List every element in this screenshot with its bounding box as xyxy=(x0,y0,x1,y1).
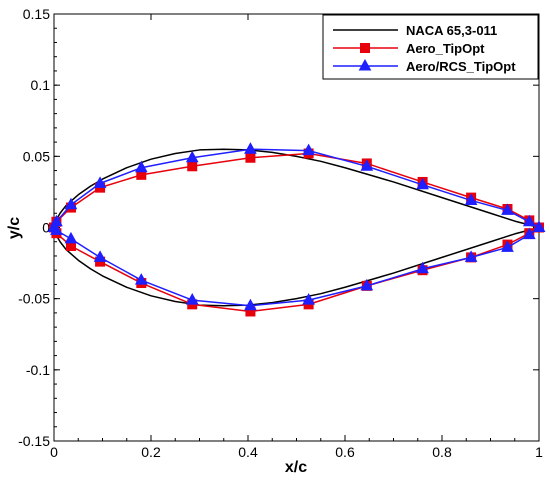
legend-item: Aero/RCS_TipOpt xyxy=(333,58,516,74)
plot-area xyxy=(53,13,540,442)
legend-item: NACA 65,3-011 xyxy=(333,23,497,38)
y-tick-label: 0.1 xyxy=(31,77,51,93)
legend-box xyxy=(322,14,539,80)
y-tick-label: 0.05 xyxy=(23,148,50,164)
y-tick-label: -0.15 xyxy=(18,433,50,449)
x-tick-label: 0 xyxy=(50,444,58,460)
data-point xyxy=(64,231,78,244)
y-tick-label: 0 xyxy=(42,220,50,236)
legend-label: Aero/RCS_TipOpt xyxy=(406,59,516,74)
data-point xyxy=(64,197,78,210)
data-point xyxy=(244,298,257,311)
x-axis-label: x/c xyxy=(285,459,307,476)
legend-marker xyxy=(358,58,372,71)
y-tick-label: -0.05 xyxy=(18,291,50,307)
legend: NACA 65,3-011 Aero_TipOpt Aero/RCS_TipOpt xyxy=(322,14,539,80)
data-point xyxy=(302,293,315,305)
x-tick-label: 1 xyxy=(535,444,543,460)
axis-ticks: 0 0.2 0.4 0.6 0.8 1 -0.15 -0.1 -0.05 0 0.05 0.1 0.15 xyxy=(18,6,543,460)
data-point xyxy=(360,159,374,171)
x-tick-label: 0.8 xyxy=(432,444,452,460)
data-point xyxy=(532,220,546,232)
data-point xyxy=(93,250,107,262)
data-point xyxy=(501,240,514,252)
data-point xyxy=(501,203,514,215)
data-point xyxy=(464,193,478,205)
data-point xyxy=(134,160,148,173)
data-point xyxy=(360,278,374,291)
data-point xyxy=(416,177,429,190)
data-point xyxy=(50,223,63,235)
data-point xyxy=(302,143,315,156)
y-axis-label: y/c xyxy=(6,217,23,239)
data-point xyxy=(187,161,198,172)
data-point xyxy=(185,150,199,163)
data-point xyxy=(134,273,148,285)
x-tick-label: 0.6 xyxy=(335,444,355,460)
y-tick-label: -0.1 xyxy=(26,362,50,378)
data-point xyxy=(93,176,107,188)
x-tick-label: 0.4 xyxy=(238,444,258,460)
y-tick-label: 0.15 xyxy=(23,6,50,22)
legend-label: Aero_TipOpt xyxy=(406,41,485,56)
legend-label: NACA 65,3-011 xyxy=(406,23,497,38)
data-point xyxy=(522,227,536,240)
data-point xyxy=(522,214,536,227)
series-3 xyxy=(47,142,546,311)
series-group xyxy=(47,142,546,317)
data-point xyxy=(245,152,256,163)
data-point xyxy=(185,293,199,305)
data-point xyxy=(244,142,257,154)
data-point xyxy=(416,261,429,274)
legend-marker xyxy=(360,43,370,53)
data-point xyxy=(464,250,478,262)
legend-item: Aero_TipOpt xyxy=(333,41,485,56)
x-tick-label: 0.2 xyxy=(141,444,161,460)
